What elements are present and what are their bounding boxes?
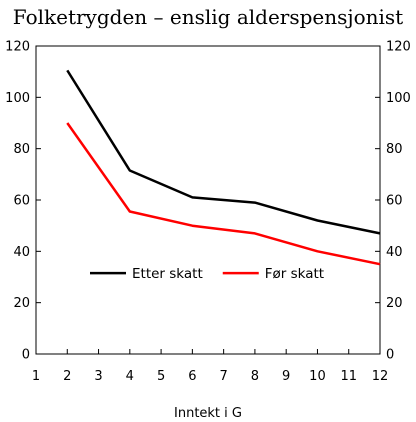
y-tick-label: 40 [13, 245, 30, 260]
y-tick-label: 80 [13, 142, 30, 157]
right-y-tick-label: 100 [386, 91, 411, 106]
x-axis: 1 2 3 4 5 6 7 8 9 10 11 12 [32, 349, 388, 384]
x-tick-label: 12 [372, 369, 389, 384]
y-tick-label: 0 [22, 348, 30, 363]
x-tick-label: 5 [157, 369, 165, 384]
legend: Etter skatt Før skatt [90, 266, 324, 282]
right-y-tick-label: 20 [386, 296, 403, 311]
y-tick-label: 60 [13, 194, 30, 209]
y-tick-label: 20 [13, 296, 30, 311]
series-line-2 [66, 122, 381, 266]
x-tick-label: 8 [251, 369, 259, 384]
x-tick-label: 10 [309, 369, 326, 384]
legend-label-1: Etter skatt [132, 266, 203, 282]
right-y-tick-label: 40 [386, 245, 403, 260]
x-axis-label: Inntekt i G [174, 406, 242, 421]
y-tick-label: 120 [5, 40, 30, 55]
left-y-axis: 0 20 40 60 80 100 120 [5, 40, 41, 363]
x-tick-label: 2 [63, 369, 71, 384]
x-tick-label: 6 [188, 369, 196, 384]
right-y-axis: 0 20 40 60 80 100 120 [375, 40, 411, 363]
plot-frame [35, 45, 381, 355]
right-y-tick-label: 0 [386, 348, 394, 363]
x-tick-label: 3 [94, 369, 102, 384]
x-tick-label: 11 [340, 369, 357, 384]
right-y-tick-label: 60 [386, 194, 403, 209]
x-tick-label: 9 [282, 369, 290, 384]
x-tick-label: 1 [32, 369, 40, 384]
right-y-tick-label: 80 [386, 142, 403, 157]
x-tick-label: 4 [126, 369, 134, 384]
legend-label-2: Før skatt [265, 266, 324, 282]
x-tick-label: 7 [219, 369, 227, 384]
y-tick-label: 100 [5, 91, 30, 106]
chart-title: Folketrygden – enslig alderspensjonist [13, 5, 403, 29]
series-line-1 [66, 69, 381, 235]
series-lines [66, 69, 381, 266]
right-y-tick-label: 120 [386, 40, 411, 55]
